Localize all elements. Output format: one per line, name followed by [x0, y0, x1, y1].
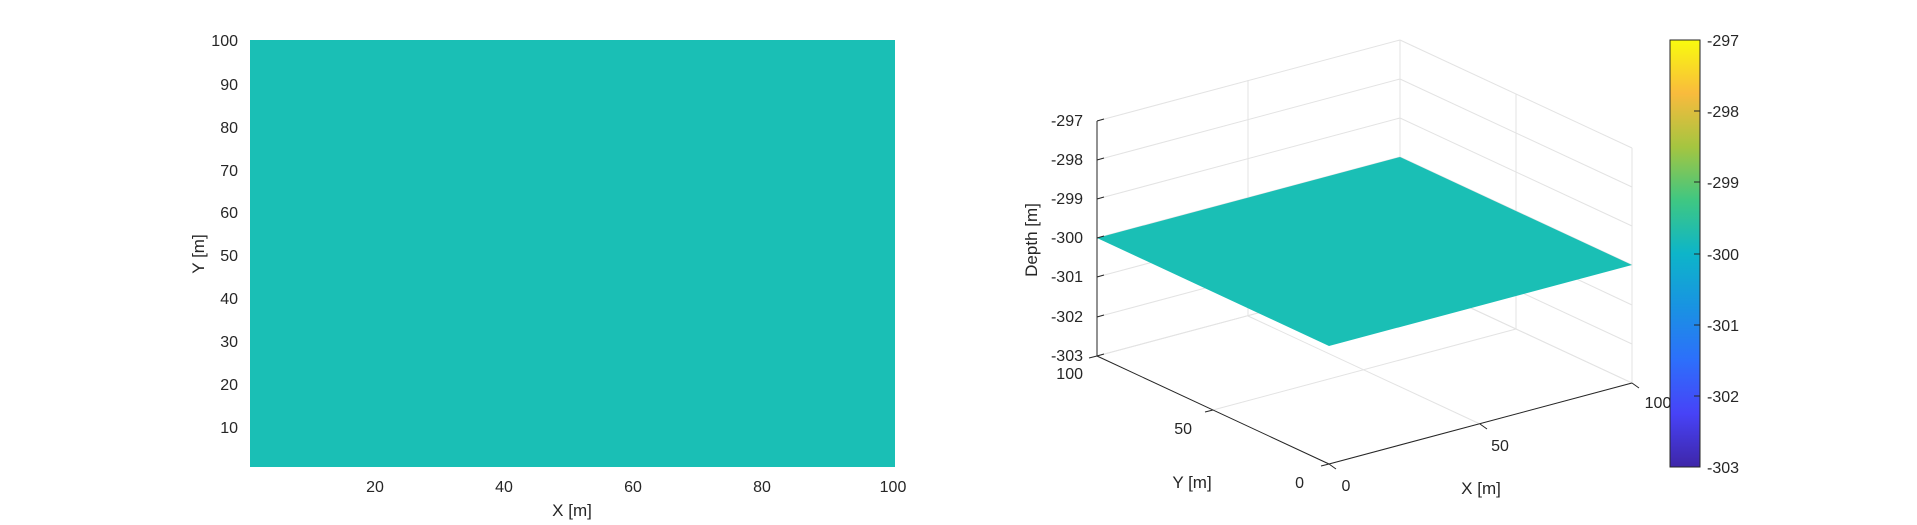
plot-3d-y-tick: 50	[1174, 421, 1192, 438]
plot-3d-y-axis: 100 50 0 Y [m]	[1056, 355, 1330, 492]
plot-3d-x-tick: 100	[1645, 395, 1672, 412]
plot-2d-y-axis: 10 20 30 40 50 60 70 80 90 100 Y [m]	[189, 33, 238, 437]
plot-3d-z-tick: -301	[1051, 269, 1083, 286]
plot-3d-z-tick: -297	[1051, 113, 1083, 130]
plot-3d-y-label: Y [m]	[1172, 473, 1211, 492]
plot-2d: 20 40 60 80 100 X [m] 10 20 30 40 50 60 …	[189, 33, 906, 520]
colorbar-tick: -301	[1707, 318, 1739, 335]
plot-2d-y-tick: 30	[220, 334, 238, 351]
plot-3d-x-tick: 0	[1342, 478, 1351, 495]
colorbar-tick: -300	[1707, 247, 1739, 264]
colorbar: -297 -298 -299 -300 -301 -302 -303	[1669, 33, 1739, 477]
plot-2d-surface	[250, 40, 895, 467]
plot-3d-z-tick: -298	[1051, 152, 1083, 169]
plot-2d-y-tick: 20	[220, 377, 238, 394]
colorbar-tick: -298	[1707, 104, 1739, 121]
plot-2d-x-axis: 20 40 60 80 100 X [m]	[366, 479, 906, 520]
plot-2d-y-tick: 70	[220, 163, 238, 180]
plot-3d-x-tick: 50	[1491, 438, 1509, 455]
plot-2d-y-tick: 90	[220, 77, 238, 94]
plot-2d-x-tick: 40	[495, 479, 513, 496]
plot-2d-y-tick: 60	[220, 205, 238, 222]
plot-2d-x-label: X [m]	[552, 501, 592, 520]
plot-2d-y-label: Y [m]	[189, 234, 208, 273]
plot-3d: -297 -298 -299 -300 -301 -302 -303 Depth…	[1022, 39, 1672, 498]
plot-2d-x-tick: 80	[753, 479, 771, 496]
plot-2d-x-tick: 60	[624, 479, 642, 496]
plot-3d-z-tick: -302	[1051, 309, 1083, 326]
plot-2d-y-tick: 100	[211, 33, 238, 50]
plot-3d-x-axis: 0 50 100 X [m]	[1328, 382, 1672, 498]
plot-3d-z-tick: -303	[1051, 348, 1083, 365]
plot-3d-z-tick: -299	[1051, 191, 1083, 208]
plot-3d-z-label: Depth [m]	[1022, 203, 1041, 277]
colorbar-tick: -299	[1707, 175, 1739, 192]
plot-3d-x-label: X [m]	[1461, 479, 1501, 498]
plot-2d-x-tick: 100	[880, 479, 907, 496]
colorbar-tick: -302	[1707, 389, 1739, 406]
colorbar-tick: -297	[1707, 33, 1739, 50]
plot-3d-z-tick: -300	[1051, 230, 1083, 247]
plot-2d-y-tick: 50	[220, 248, 238, 265]
plot-3d-y-tick: 100	[1056, 366, 1083, 383]
plot-2d-y-tick: 80	[220, 120, 238, 137]
plot-3d-y-tick: 0	[1295, 475, 1304, 492]
plot-3d-z-axis: -297 -298 -299 -300 -301 -302 -303 Depth…	[1022, 113, 1105, 365]
plot-2d-y-tick: 10	[220, 420, 238, 437]
plot-2d-y-tick: 40	[220, 291, 238, 308]
plot-3d-surface	[1097, 157, 1632, 346]
colorbar-tick: -303	[1707, 460, 1739, 477]
plot-2d-x-tick: 20	[366, 479, 384, 496]
